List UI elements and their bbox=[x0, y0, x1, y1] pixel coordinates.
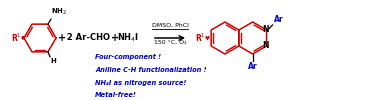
Text: DMSO, PhCl: DMSO, PhCl bbox=[152, 23, 189, 28]
Text: +: + bbox=[58, 33, 66, 43]
Text: Aniline C-H functionalization !: Aniline C-H functionalization ! bbox=[95, 67, 207, 73]
Text: 2 Ar-CHO: 2 Ar-CHO bbox=[64, 34, 110, 42]
Text: R$^1$: R$^1$ bbox=[11, 32, 22, 44]
Text: H: H bbox=[50, 58, 56, 64]
Text: 150 °C, O₂: 150 °C, O₂ bbox=[154, 40, 186, 45]
Text: NH₄I as nitrogen source!: NH₄I as nitrogen source! bbox=[95, 80, 186, 86]
Text: Ar: Ar bbox=[248, 62, 257, 71]
Text: N: N bbox=[262, 42, 269, 50]
Text: Four-component !: Four-component ! bbox=[95, 54, 161, 60]
Text: Ar: Ar bbox=[274, 15, 283, 24]
Text: NH$_4$I: NH$_4$I bbox=[117, 32, 139, 44]
Text: Metal-free!: Metal-free! bbox=[95, 92, 137, 98]
Text: N: N bbox=[262, 26, 269, 34]
Text: R$^1$: R$^1$ bbox=[195, 32, 206, 44]
Text: +: + bbox=[111, 33, 119, 43]
Text: NH$_2$: NH$_2$ bbox=[51, 7, 67, 17]
